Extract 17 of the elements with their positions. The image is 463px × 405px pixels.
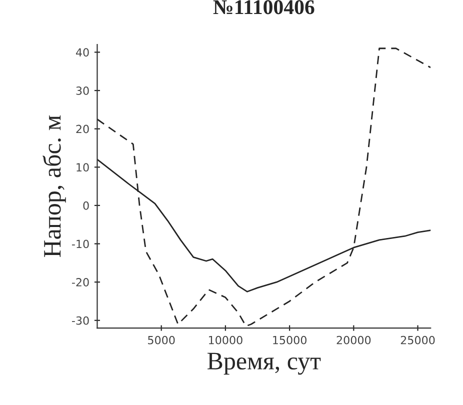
y-tick-label: 30: [76, 86, 89, 95]
chart-title: №11100406: [213, 0, 314, 14]
y-axis-title: Напор, абс. м: [42, 115, 66, 258]
x-tick-label: 25000: [400, 336, 435, 344]
y-tick-label: -10: [72, 240, 89, 248]
x-tick-label: 20000: [336, 336, 371, 344]
x-tick-label: 10000: [208, 336, 242, 344]
y-tick-label: 40: [76, 48, 89, 57]
x-tick-label: 5000: [148, 336, 175, 344]
y-tick-label: 10: [76, 163, 89, 172]
y-tick-label: -30: [72, 316, 89, 325]
y-tick-label: 0: [83, 201, 89, 210]
y-tick-label: 20: [76, 124, 89, 134]
x-axis-title: Время, сут: [207, 352, 321, 375]
y-tick-label: -20: [72, 278, 89, 286]
x-tick-label: 15000: [273, 336, 306, 344]
line-series: [97, 48, 431, 327]
